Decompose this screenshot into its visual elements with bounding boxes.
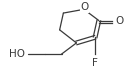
Text: O: O (116, 16, 124, 26)
Text: HO: HO (9, 49, 25, 59)
Text: O: O (81, 2, 89, 12)
Text: F: F (92, 58, 98, 68)
